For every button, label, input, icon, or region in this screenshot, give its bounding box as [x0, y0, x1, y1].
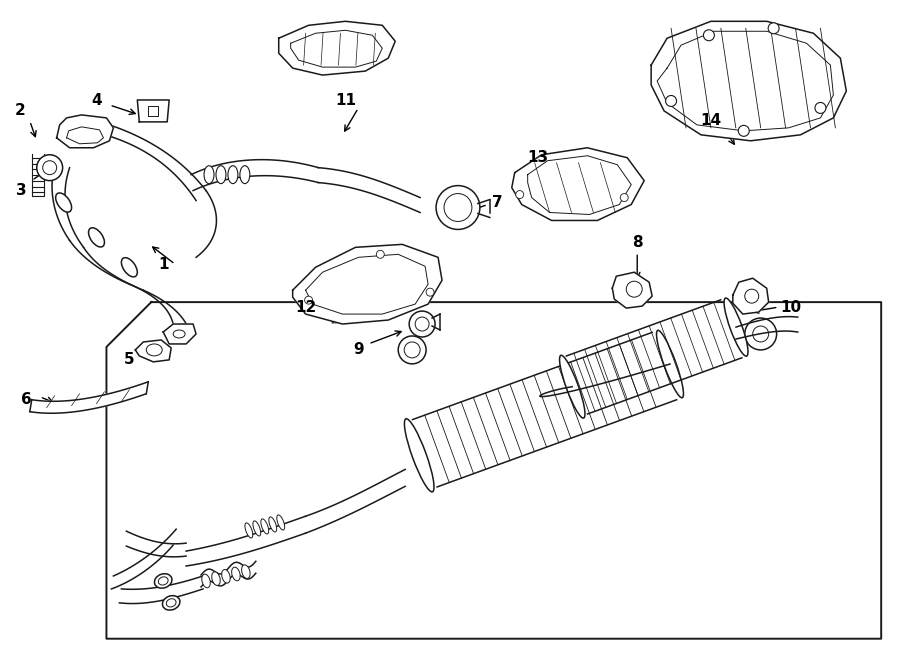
Text: 1: 1	[158, 257, 168, 272]
Ellipse shape	[166, 598, 176, 607]
Circle shape	[745, 289, 759, 303]
Circle shape	[752, 326, 769, 342]
Polygon shape	[279, 21, 395, 75]
Text: 14: 14	[700, 113, 722, 128]
Circle shape	[444, 193, 472, 222]
Ellipse shape	[277, 515, 284, 530]
Text: 2: 2	[14, 103, 25, 118]
Circle shape	[42, 161, 57, 175]
Circle shape	[398, 336, 426, 364]
Ellipse shape	[241, 565, 250, 579]
Ellipse shape	[155, 574, 172, 588]
Text: 5: 5	[124, 352, 135, 367]
Text: 7: 7	[492, 195, 503, 210]
Circle shape	[666, 95, 677, 107]
Polygon shape	[30, 382, 148, 413]
Circle shape	[376, 250, 384, 258]
Text: 11: 11	[335, 93, 356, 109]
Ellipse shape	[724, 298, 748, 356]
Ellipse shape	[216, 166, 226, 183]
Polygon shape	[135, 340, 171, 362]
Ellipse shape	[261, 519, 269, 534]
Ellipse shape	[404, 419, 434, 492]
Circle shape	[436, 185, 480, 230]
Ellipse shape	[656, 330, 683, 398]
Ellipse shape	[147, 344, 162, 356]
Text: 12: 12	[295, 300, 316, 314]
Ellipse shape	[204, 166, 214, 183]
Ellipse shape	[240, 166, 250, 183]
Polygon shape	[292, 244, 442, 324]
Ellipse shape	[173, 330, 185, 338]
Polygon shape	[57, 115, 113, 148]
Circle shape	[410, 311, 435, 337]
Circle shape	[769, 23, 779, 34]
Text: 8: 8	[632, 235, 643, 250]
Polygon shape	[163, 324, 196, 344]
Circle shape	[426, 288, 434, 296]
Ellipse shape	[253, 521, 261, 536]
Circle shape	[626, 281, 643, 297]
Polygon shape	[652, 21, 846, 141]
Polygon shape	[512, 148, 644, 220]
Text: 3: 3	[16, 183, 27, 198]
Circle shape	[304, 296, 312, 304]
Ellipse shape	[221, 569, 230, 583]
Text: 4: 4	[91, 93, 102, 109]
Ellipse shape	[122, 258, 138, 277]
Ellipse shape	[88, 228, 104, 247]
Ellipse shape	[162, 596, 180, 610]
Circle shape	[815, 103, 826, 113]
Ellipse shape	[228, 166, 238, 183]
Ellipse shape	[56, 193, 72, 212]
Text: 13: 13	[527, 150, 548, 166]
Ellipse shape	[158, 577, 168, 585]
Ellipse shape	[560, 355, 585, 418]
Circle shape	[620, 193, 628, 201]
Ellipse shape	[212, 572, 220, 585]
Polygon shape	[612, 272, 652, 308]
Ellipse shape	[231, 567, 240, 581]
Circle shape	[745, 318, 777, 350]
Circle shape	[415, 317, 429, 331]
Text: 9: 9	[353, 342, 364, 357]
Polygon shape	[138, 100, 169, 122]
Ellipse shape	[269, 517, 276, 532]
Circle shape	[704, 30, 715, 41]
Text: 10: 10	[780, 300, 801, 314]
Ellipse shape	[245, 523, 253, 538]
Polygon shape	[733, 278, 769, 314]
Circle shape	[516, 191, 524, 199]
Circle shape	[37, 155, 63, 181]
Text: 6: 6	[22, 392, 32, 407]
Circle shape	[404, 342, 420, 358]
Circle shape	[738, 125, 749, 136]
Ellipse shape	[202, 574, 211, 588]
